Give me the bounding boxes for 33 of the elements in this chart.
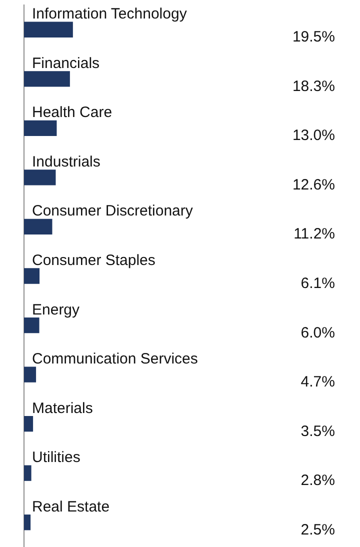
- bar: [24, 366, 36, 382]
- y-tick-label: Materials: [32, 400, 93, 417]
- y-tick-label: Energy: [32, 301, 80, 318]
- y-tick-label: Industrials: [32, 153, 100, 170]
- data-label: 6.1%: [300, 275, 335, 292]
- data-label: 12.6%: [292, 176, 335, 194]
- data-label: 11.2%: [294, 226, 335, 243]
- bar: [24, 218, 52, 235]
- y-tick-label: Information Technology: [32, 6, 188, 23]
- y-tick-label: Consumer Staples: [32, 252, 156, 269]
- data-label: 19.5%: [292, 28, 335, 46]
- data-label: 18.3%: [292, 78, 335, 95]
- bar: [24, 170, 56, 186]
- data-label: 2.8%: [300, 472, 335, 490]
- y-tick-label: Consumer Discretionary: [32, 202, 194, 220]
- y-tick-label: Health Care: [32, 104, 112, 122]
- data-label: 3.5%: [300, 422, 335, 440]
- bar: [24, 465, 32, 481]
- bar: [24, 71, 70, 87]
- bar: [24, 22, 73, 38]
- bar: [24, 514, 31, 530]
- data-label: 6.0%: [300, 324, 335, 342]
- bar: [24, 317, 40, 334]
- data-label: 2.5%: [300, 521, 335, 538]
- y-tick-label: Communication Services: [32, 350, 198, 368]
- bar: [24, 120, 57, 136]
- data-label: 4.7%: [300, 374, 335, 391]
- bar: [24, 268, 40, 284]
- y-tick-label: Utilities: [32, 449, 80, 466]
- y-tick-label: Financials: [32, 54, 100, 72]
- data-label: 13.0%: [292, 127, 335, 144]
- bar: [24, 416, 34, 432]
- y-tick-label: Real Estate: [32, 498, 110, 516]
